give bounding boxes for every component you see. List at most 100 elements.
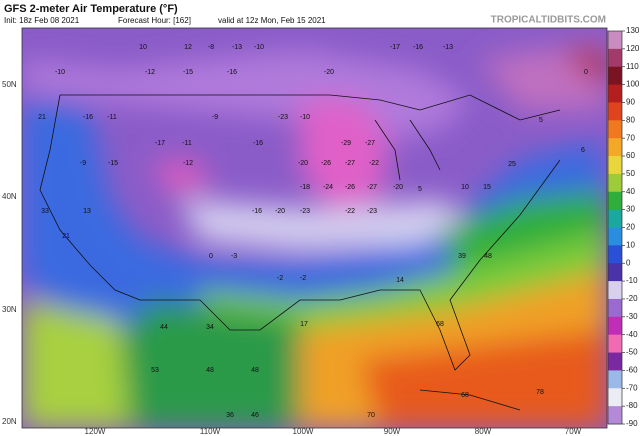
longitude-label: 110W (200, 427, 221, 436)
temperature-label: 13 (83, 208, 91, 215)
colorbar-segment (608, 191, 622, 211)
temperature-label: -18 (300, 184, 310, 191)
temperature-label: 48 (484, 253, 492, 260)
temperature-label: -16 (253, 140, 263, 147)
colorbar-segment (608, 31, 622, 50)
colorbar-segment (608, 281, 622, 300)
temperature-label: -22 (345, 208, 355, 215)
colorbar-tick-label: 10 (626, 240, 635, 249)
temperature-label: -2 (300, 275, 306, 282)
colorbar-segment (608, 370, 622, 389)
temperature-label: -15 (183, 69, 193, 76)
colorbar-tick-label: -40 (626, 330, 638, 339)
colorbar-segment (608, 66, 622, 86)
temperature-label: 44 (160, 324, 168, 331)
colorbar-tick-label: 30 (626, 205, 635, 214)
colorbar-tick-label: -30 (626, 312, 638, 321)
temperature-label: -17 (390, 44, 400, 51)
colorbar-tick-label: 50 (626, 169, 635, 178)
colorbar-segment (608, 388, 622, 407)
temperature-label: -27 (365, 140, 375, 147)
colorbar-segment (608, 173, 622, 193)
temperature-label: 12 (184, 44, 192, 51)
latitude-label: 40N (2, 192, 17, 201)
temperature-label: 21 (38, 114, 46, 121)
colorbar-tick-label: 60 (626, 151, 635, 160)
temperature-label: -11 (107, 114, 117, 121)
temperature-label: -17 (155, 140, 165, 147)
temperature-label: -3 (231, 253, 237, 260)
temperature-label: 10 (461, 184, 469, 191)
colorbar-segment (608, 102, 622, 121)
temperature-label: -29 (341, 140, 351, 147)
temperature-label: 33 (41, 208, 49, 215)
colorbar-segment (608, 406, 622, 425)
temperature-label: -23 (367, 208, 377, 215)
temperature-label: -16 (227, 69, 237, 76)
temperature-label: -8 (208, 44, 214, 51)
temperature-label: -27 (345, 160, 355, 167)
temperature-label: 0 (584, 69, 588, 76)
map-frame (21, 27, 608, 429)
temperature-label: 48 (206, 367, 214, 374)
init-time: Init: 18z Feb 08 2021 (4, 16, 80, 25)
temperature-label: -23 (278, 114, 288, 121)
longitude-label: 70W (565, 427, 582, 436)
colorbar-tick-label: -20 (626, 294, 638, 303)
colorbar-tick-label: 130 (626, 26, 640, 35)
temperature-label: -16 (83, 114, 93, 121)
forecast-hour: Forecast Hour: [162] (118, 16, 191, 25)
longitude-label: 100W (293, 427, 314, 436)
colorbar-tick-label: 110 (626, 62, 639, 71)
temperature-label: 70 (367, 412, 375, 419)
temperature-label: -10 (300, 114, 310, 121)
temperature-label: 48 (251, 367, 259, 374)
boundaries (39, 94, 561, 411)
colorbar-segment (608, 156, 622, 175)
colorbar-segment (608, 84, 622, 103)
colorbar-segment (608, 227, 622, 246)
temperature-label: -12 (145, 69, 155, 76)
temperature-label: -2 (277, 275, 283, 282)
colorbar-tick-label: 120 (626, 44, 640, 53)
temperature-label: -13 (443, 44, 453, 51)
colorbar-tick-label: -80 (626, 401, 638, 410)
colorbar-tick-label: 40 (626, 187, 635, 196)
colorbar-tick-label: -10 (626, 276, 638, 285)
colorbar-tick-label: -70 (626, 383, 638, 392)
colorbar-segment (608, 245, 622, 264)
colorbar-tick-label: -60 (626, 366, 638, 375)
latitude-label: 30N (2, 305, 17, 314)
temperature-label: 53 (151, 367, 159, 374)
temperature-label: -27 (367, 184, 377, 191)
latitude-label: 20N (2, 417, 17, 426)
colorbar-tick-label: 100 (626, 80, 640, 89)
temperature-label: 17 (300, 321, 308, 328)
temperature-label: 36 (226, 412, 234, 419)
temperature-label: -13 (232, 44, 242, 51)
temperature-label: -10 (254, 44, 264, 51)
colorbar-segment (608, 352, 622, 371)
colorbar-tick-label: 20 (626, 223, 635, 232)
temperature-label: 68 (436, 321, 444, 328)
colorbar-segment (608, 48, 622, 68)
temperature-label: 34 (206, 324, 214, 331)
temperature-label: -24 (323, 184, 333, 191)
temperature-label: 21 (62, 233, 70, 240)
colorbar-segment (608, 316, 622, 336)
colorbar-tick-label: 80 (626, 115, 635, 124)
temperature-label: 78 (536, 389, 544, 396)
site-credit: TROPICALTIDBITS.COM (491, 15, 606, 26)
temperature-label: 5 (539, 117, 543, 124)
temperature-label: -26 (321, 160, 331, 167)
temperature-label: -20 (275, 208, 285, 215)
valid-time: valid at 12z Mon, Feb 15 2021 (218, 16, 326, 25)
temperature-label: -9 (212, 114, 218, 121)
temperature-label: 68 (461, 392, 469, 399)
colorbar-frame (607, 30, 623, 425)
colorbar-tick-label: 0 (626, 258, 631, 267)
colorbar-segment (608, 298, 622, 318)
temperature-label: -16 (252, 208, 262, 215)
